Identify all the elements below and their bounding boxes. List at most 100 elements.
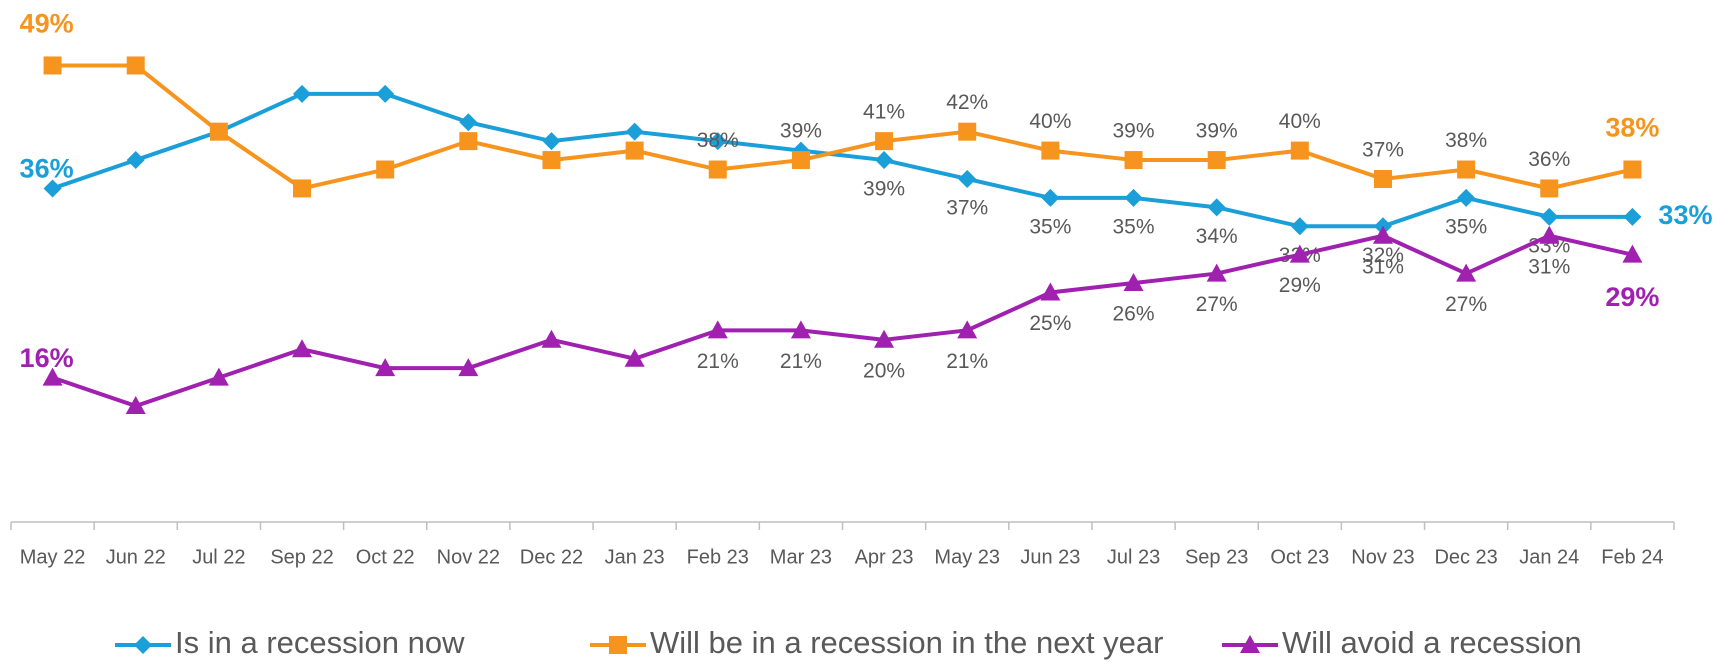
series-marker bbox=[624, 348, 645, 367]
x-tick-label: Jun 23 bbox=[1020, 546, 1080, 568]
series-marker bbox=[874, 329, 895, 348]
x-tick-label: Jul 23 bbox=[1107, 546, 1160, 568]
data-label: 21% bbox=[780, 350, 822, 373]
data-label: 27% bbox=[1445, 293, 1487, 316]
series-marker bbox=[707, 320, 728, 339]
x-tick-label: Jan 23 bbox=[605, 546, 665, 568]
data-label: 20% bbox=[863, 359, 905, 382]
data-label: 39% bbox=[1196, 120, 1238, 143]
data-label: 38% bbox=[1605, 113, 1659, 143]
data-label: 41% bbox=[863, 101, 905, 124]
data-label: 35% bbox=[1445, 215, 1487, 238]
data-label: 33% bbox=[1658, 200, 1712, 230]
x-tick-label: Jun 22 bbox=[106, 546, 166, 568]
series-marker bbox=[1623, 160, 1642, 179]
data-label: 29% bbox=[1605, 282, 1659, 312]
series-marker bbox=[1622, 244, 1643, 263]
series-marker bbox=[708, 132, 727, 151]
x-tick-label: Jan 24 bbox=[1519, 546, 1579, 568]
series-marker bbox=[1207, 151, 1226, 170]
series-marker bbox=[208, 367, 229, 386]
legend-label: Will be in a recession in the next year bbox=[650, 625, 1163, 660]
series-marker bbox=[1457, 188, 1476, 207]
x-tick-label: Oct 22 bbox=[356, 546, 415, 568]
series-marker bbox=[375, 358, 396, 377]
legend-marker bbox=[134, 636, 152, 654]
series-marker bbox=[1540, 179, 1559, 198]
series-marker bbox=[1123, 273, 1144, 292]
x-tick-label: Nov 23 bbox=[1351, 546, 1414, 568]
legend-label: Is in a recession now bbox=[175, 625, 465, 660]
legend-item: Will be in a recession in the next year bbox=[590, 625, 1163, 660]
series-marker bbox=[126, 56, 145, 75]
series-marker bbox=[458, 358, 479, 377]
series-marker bbox=[1539, 225, 1560, 244]
series-marker bbox=[43, 179, 62, 198]
series-marker bbox=[875, 132, 894, 151]
series-marker bbox=[875, 151, 894, 170]
series-marker bbox=[791, 151, 810, 170]
data-label: 25% bbox=[1029, 312, 1071, 335]
series-marker bbox=[1041, 141, 1060, 160]
data-label: 35% bbox=[1113, 215, 1155, 238]
series-marker bbox=[1456, 263, 1477, 282]
series-marker bbox=[1040, 282, 1061, 301]
series-marker bbox=[459, 132, 478, 151]
series-marker bbox=[376, 160, 395, 179]
data-label: 39% bbox=[1113, 120, 1155, 143]
data-label: 31% bbox=[1528, 255, 1570, 278]
series-marker bbox=[958, 169, 977, 188]
x-tick-label: Jul 22 bbox=[192, 546, 245, 568]
series-marker bbox=[1124, 188, 1143, 207]
series-marker bbox=[1540, 207, 1559, 226]
series-marker bbox=[1207, 198, 1226, 217]
series-line bbox=[51, 91, 1633, 229]
legend-item: Will avoid a recession bbox=[1222, 625, 1582, 660]
series-marker bbox=[958, 122, 977, 141]
series-marker bbox=[1290, 217, 1309, 236]
x-tick-label: May 22 bbox=[20, 546, 86, 568]
series-marker bbox=[125, 396, 146, 415]
legend-marker bbox=[609, 636, 627, 654]
series-marker bbox=[542, 151, 561, 170]
series-marker bbox=[541, 329, 562, 348]
data-label: 29% bbox=[1279, 274, 1321, 297]
data-label: 40% bbox=[1029, 110, 1071, 133]
x-tick-label: Feb 23 bbox=[687, 546, 749, 568]
series-marker bbox=[292, 339, 313, 358]
data-label: 35% bbox=[1029, 215, 1071, 238]
series-marker bbox=[625, 122, 644, 141]
data-label: 21% bbox=[946, 350, 988, 373]
data-label: 21% bbox=[697, 350, 739, 373]
data-label: 39% bbox=[863, 178, 905, 201]
series-marker bbox=[1372, 225, 1393, 244]
data-label: 38% bbox=[1445, 129, 1487, 152]
data-label: 39% bbox=[780, 120, 822, 143]
series-marker bbox=[42, 367, 63, 386]
x-tick-label: Sep 22 bbox=[270, 546, 333, 568]
x-tick-label: Sep 23 bbox=[1185, 546, 1248, 568]
x-tick-label: May 23 bbox=[934, 546, 1000, 568]
data-label: 27% bbox=[1196, 293, 1238, 316]
series-marker bbox=[1206, 263, 1227, 282]
x-tick-label: Mar 23 bbox=[770, 546, 832, 568]
data-label: 37% bbox=[1362, 139, 1404, 162]
data-label: 38% bbox=[697, 129, 739, 152]
data-label: 49% bbox=[20, 9, 74, 39]
series-marker bbox=[1457, 160, 1476, 179]
series-marker bbox=[126, 151, 145, 170]
series-marker bbox=[708, 160, 727, 179]
data-label: 16% bbox=[20, 343, 74, 373]
data-label: 34% bbox=[1196, 225, 1238, 248]
data-label: 32% bbox=[1362, 244, 1404, 267]
series-marker bbox=[209, 122, 228, 141]
data-label: 36% bbox=[20, 154, 74, 184]
series-marker bbox=[293, 84, 312, 103]
series-marker bbox=[790, 320, 811, 339]
legend-label: Will avoid a recession bbox=[1282, 625, 1582, 660]
series-marker bbox=[542, 132, 561, 151]
data-label: 36% bbox=[1528, 148, 1570, 171]
series-marker bbox=[293, 179, 312, 198]
series-line bbox=[52, 63, 1633, 191]
